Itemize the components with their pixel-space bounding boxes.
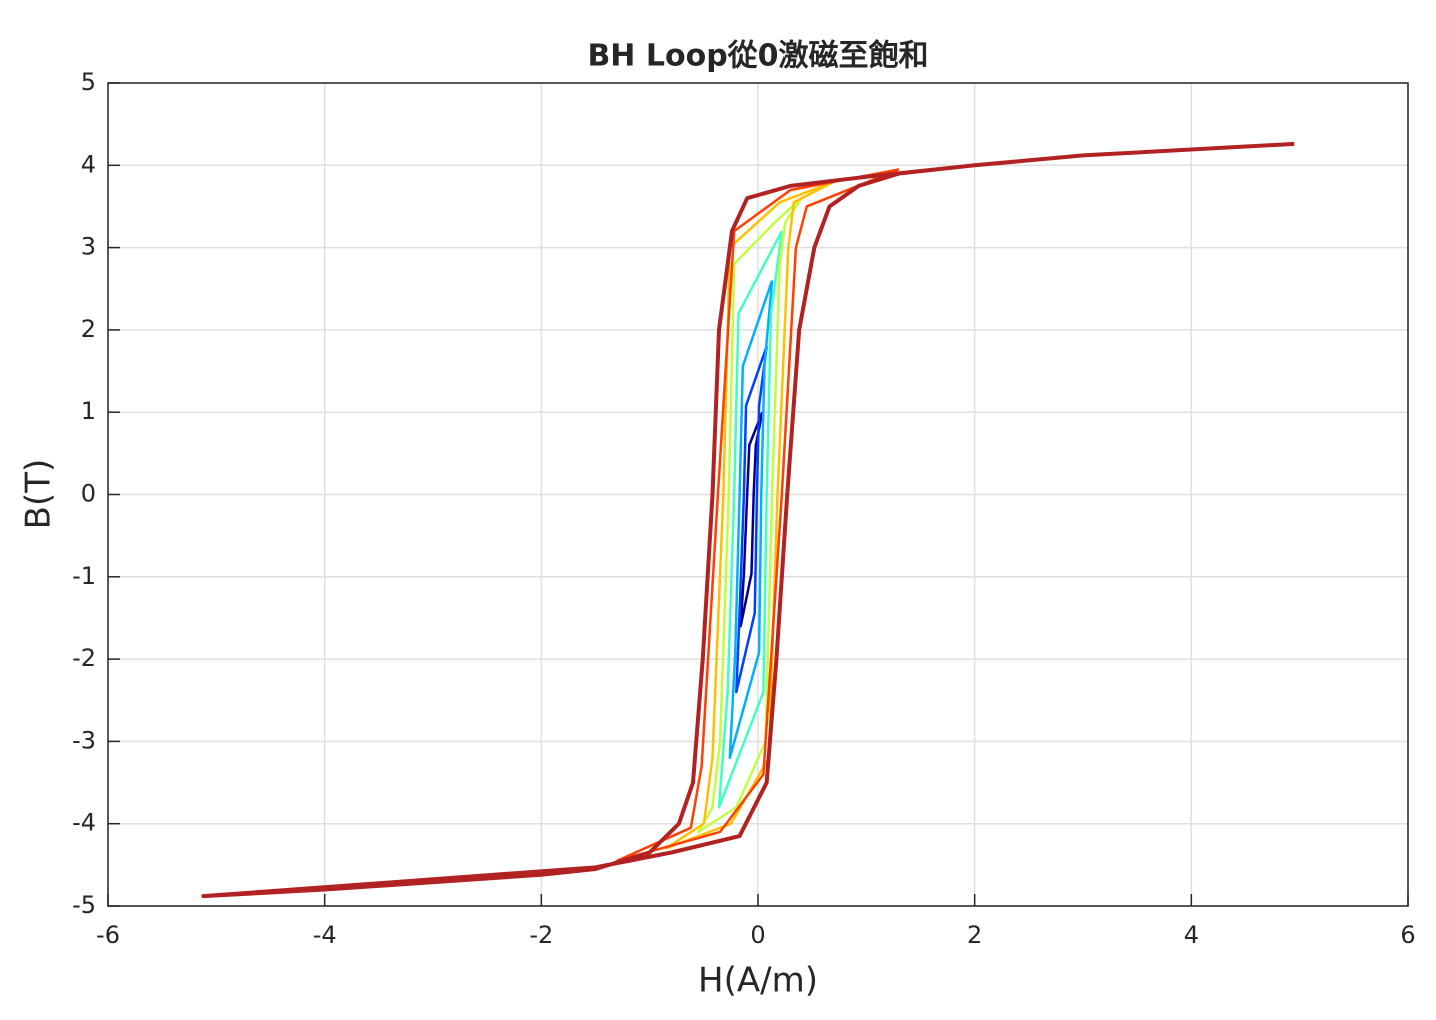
bh-loop xyxy=(728,280,774,760)
y-tick-label: 5 xyxy=(81,68,96,96)
y-tick-label: -1 xyxy=(72,562,96,590)
y-tick-label: -4 xyxy=(72,809,96,837)
x-axis-label: H(A/m) xyxy=(698,961,818,1001)
x-tick-label: 0 xyxy=(750,921,765,949)
y-tick-label: -2 xyxy=(72,644,96,672)
y-tick-label: -5 xyxy=(72,891,96,919)
y-tick-label: 2 xyxy=(81,315,96,343)
bh-loop xyxy=(717,230,784,809)
bh-loop xyxy=(697,197,803,834)
x-tick-label: -6 xyxy=(96,921,120,949)
y-tick-label: 3 xyxy=(81,233,96,261)
bh-loop xyxy=(739,411,764,628)
chart-title: BH Loop從0激磁至飽和 xyxy=(587,39,928,74)
y-axis-label: B(T) xyxy=(19,459,59,530)
x-tick-label: 2 xyxy=(967,921,982,949)
bh-loop xyxy=(735,345,768,694)
plot-area xyxy=(201,141,1295,899)
y-tick-label: 1 xyxy=(81,397,96,425)
y-tick-label: -3 xyxy=(72,726,96,754)
y-tick-label: 0 xyxy=(81,480,96,508)
x-tick-label: -4 xyxy=(313,921,337,949)
y-tick-label: 4 xyxy=(81,150,96,178)
x-tick-label: -2 xyxy=(529,921,553,949)
x-tick-label: 4 xyxy=(1184,921,1199,949)
bh-loop xyxy=(201,141,1295,899)
x-tick-label: 6 xyxy=(1400,921,1415,949)
